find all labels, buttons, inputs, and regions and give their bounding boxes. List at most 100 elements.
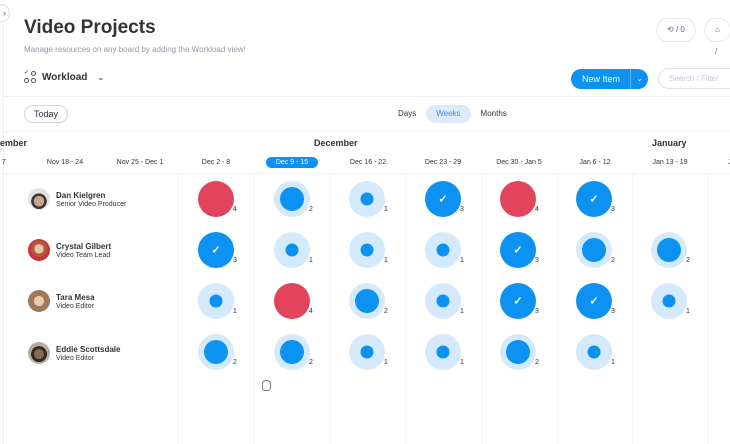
full-bubble bbox=[500, 283, 536, 319]
workload-cell[interactable]: 1 bbox=[273, 231, 313, 269]
workload-cell[interactable]: ✓ 3 bbox=[424, 180, 464, 218]
person-name: Crystal Gilbert bbox=[56, 241, 112, 251]
workload-cell[interactable]: ✓ 3 bbox=[197, 231, 237, 269]
tab-months[interactable]: Months bbox=[480, 109, 507, 118]
check-icon: ✓ bbox=[589, 295, 599, 308]
workload-icon: ✓ bbox=[24, 70, 36, 83]
tab-weeks[interactable]: Weeks bbox=[426, 105, 471, 123]
week-label: Dec 16 - 22 bbox=[349, 159, 387, 166]
divider bbox=[4, 131, 730, 132]
person-name: Tara Mesa bbox=[56, 292, 95, 302]
avatar bbox=[28, 290, 50, 312]
workload-cell[interactable]: 1 bbox=[650, 282, 690, 320]
chevron-down-icon[interactable]: ⌄ bbox=[630, 69, 648, 89]
check-icon: ✓ bbox=[438, 193, 448, 206]
item-count: 1 bbox=[611, 359, 615, 366]
workload-cell[interactable]: 4 bbox=[499, 180, 539, 218]
workload-cell[interactable]: 2 bbox=[348, 282, 388, 320]
item-count: 1 bbox=[384, 206, 388, 213]
workload-cell[interactable]: 1 bbox=[197, 282, 237, 320]
week-label: Jan 13 - 19 bbox=[652, 159, 688, 166]
integrations-button[interactable]: ⌂ / bbox=[704, 18, 730, 56]
collapse-sidebar-button[interactable]: › bbox=[0, 4, 10, 22]
workload-cell[interactable]: 1 bbox=[424, 333, 464, 371]
workload-cell[interactable]: 4 bbox=[273, 282, 313, 320]
workload-cell[interactable]: 2 bbox=[499, 333, 539, 371]
workload-cell[interactable]: 2 bbox=[575, 231, 615, 269]
week-label: Dec 30 - Jan 5 bbox=[496, 159, 542, 166]
divider bbox=[4, 96, 730, 97]
item-count: 3 bbox=[611, 206, 615, 213]
search-input[interactable]: Search / Filter bbox=[658, 68, 730, 89]
workload-cell[interactable]: 2 bbox=[650, 231, 690, 269]
workload-cell[interactable]: 1 bbox=[348, 231, 388, 269]
item-count: 2 bbox=[611, 257, 615, 264]
medium-bubble bbox=[280, 340, 304, 364]
month-label: December bbox=[314, 138, 358, 148]
person-role: Video Editor bbox=[56, 354, 95, 362]
low-bubble bbox=[436, 345, 450, 359]
workload-cell[interactable]: ✓ 3 bbox=[575, 282, 615, 320]
workload-cell[interactable]: ✓ 3 bbox=[499, 231, 539, 269]
new-item-label: New Item bbox=[582, 74, 621, 84]
workload-cell[interactable]: 1 bbox=[424, 282, 464, 320]
workload-cell[interactable]: 2 bbox=[273, 180, 313, 218]
workload-cell[interactable]: ✓ 3 bbox=[575, 180, 615, 218]
overloaded-bubble bbox=[198, 181, 234, 217]
workload-cell[interactable]: 2 bbox=[197, 333, 237, 371]
workload-cell[interactable]: ✓ 3 bbox=[499, 282, 539, 320]
view-selector[interactable]: ✓ Workload ⌄ bbox=[24, 70, 105, 83]
new-item-button[interactable]: New Item ⌄ bbox=[571, 69, 648, 89]
workload-cell[interactable]: 1 bbox=[424, 231, 464, 269]
person-name: Eddie Scottsdale bbox=[56, 344, 121, 354]
week-label-current[interactable]: Dec 9 - 15 bbox=[254, 157, 330, 168]
check-icon: ✓ bbox=[589, 193, 599, 206]
chevron-down-icon: ⌄ bbox=[97, 72, 105, 82]
tab-days[interactable]: Days bbox=[398, 109, 417, 118]
item-count: 1 bbox=[309, 257, 313, 264]
left-rail bbox=[0, 0, 4, 444]
item-count: 1 bbox=[460, 257, 464, 264]
activity-button[interactable]: ⟲ / 0 bbox=[656, 18, 696, 42]
column-divider bbox=[632, 174, 633, 444]
item-count: 1 bbox=[233, 308, 237, 315]
avatar bbox=[28, 239, 50, 261]
low-bubble bbox=[209, 294, 223, 308]
check-icon: ✓ bbox=[513, 295, 523, 308]
time-scale-tabs: Days Weeks Months bbox=[388, 105, 517, 123]
overloaded-bubble bbox=[500, 181, 536, 217]
item-count: 3 bbox=[233, 257, 237, 264]
person-name: Dan Kielgren bbox=[56, 190, 106, 200]
person-row[interactable]: Tara Mesa Video Editor bbox=[28, 290, 95, 312]
item-count: 1 bbox=[460, 308, 464, 315]
person-row[interactable]: Crystal Gilbert Video Team Lead bbox=[28, 239, 111, 261]
item-count: 2 bbox=[309, 359, 313, 366]
page-title: Video Projects bbox=[24, 17, 156, 38]
week-label: 7 bbox=[2, 159, 6, 166]
low-bubble bbox=[587, 345, 601, 359]
item-count: 1 bbox=[384, 257, 388, 264]
week-label: Dec 23 - 29 bbox=[424, 159, 462, 166]
item-count: 2 bbox=[686, 257, 690, 264]
column-divider bbox=[557, 174, 558, 444]
column-divider bbox=[708, 174, 709, 444]
item-count: 4 bbox=[309, 308, 313, 315]
week-label: Dec 2 - 8 bbox=[201, 159, 231, 166]
item-count: 2 bbox=[384, 308, 388, 315]
workload-cell[interactable]: 1 bbox=[348, 180, 388, 218]
full-bubble bbox=[576, 181, 612, 217]
today-button[interactable]: Today bbox=[24, 105, 68, 123]
person-row[interactable]: Eddie Scottsdale Video Editor bbox=[28, 342, 120, 364]
item-count: 2 bbox=[233, 359, 237, 366]
robot-icon: ⌂ bbox=[715, 25, 720, 34]
item-count: 3 bbox=[460, 206, 464, 213]
workload-cell[interactable]: 4 bbox=[197, 180, 237, 218]
month-label: ember bbox=[0, 138, 28, 148]
low-bubble bbox=[436, 294, 450, 308]
workload-cell[interactable]: 2 bbox=[273, 333, 313, 371]
avatar bbox=[28, 188, 50, 210]
hand-cursor-icon bbox=[262, 380, 271, 391]
workload-cell[interactable]: 1 bbox=[575, 333, 615, 371]
workload-cell[interactable]: 1 bbox=[348, 333, 388, 371]
person-row[interactable]: Dan Kielgren Senior Video Producer bbox=[28, 188, 126, 210]
